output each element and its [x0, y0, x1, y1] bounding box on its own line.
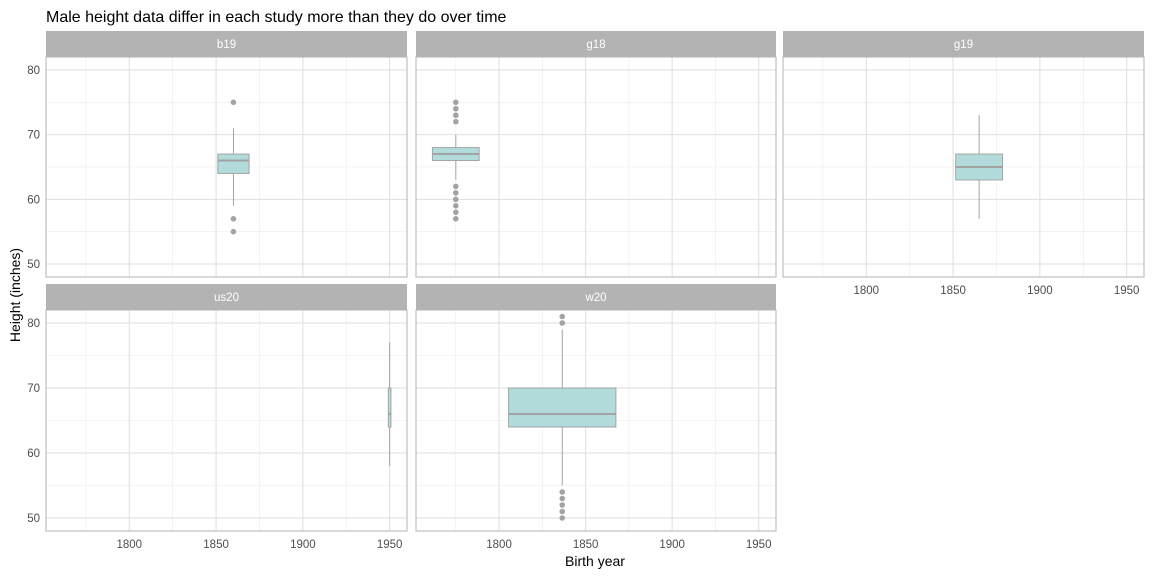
x-axis-title: Birth year	[565, 553, 625, 569]
outlier-point	[453, 105, 459, 112]
x-tick-label: 1850	[573, 539, 599, 551]
outlier-point	[453, 190, 459, 196]
y-axis-title: Height (inches)	[7, 248, 23, 342]
outlier-point	[559, 515, 566, 521]
outlier-point	[453, 99, 459, 106]
facet-strip-label: b19	[217, 39, 236, 51]
outlier-point	[559, 495, 566, 502]
facet-strip	[783, 31, 1144, 57]
panel-border	[415, 309, 777, 532]
x-tick-label: 1850	[203, 539, 229, 551]
x-tick-label: 1800	[854, 285, 880, 297]
y-tick-label: 70	[27, 383, 40, 395]
x-tick-label: 1900	[659, 539, 685, 551]
facet-strip-label: g19	[954, 39, 973, 51]
panel-border	[45, 309, 408, 532]
y-tick-label: 60	[27, 448, 40, 460]
panel-border	[45, 56, 408, 278]
facet-strip	[46, 284, 407, 310]
facet-strip	[46, 31, 407, 57]
facet-strip-label: g18	[586, 39, 605, 51]
outlier-point	[453, 118, 459, 125]
x-tick-label: 1800	[486, 539, 512, 551]
chart-title: Male height data differ in each study mo…	[46, 9, 507, 26]
y-tick-label: 50	[27, 259, 40, 271]
outlier-point	[559, 508, 566, 515]
panel-border	[782, 56, 1145, 278]
iqr-box	[217, 153, 250, 174]
outlier-point	[559, 489, 566, 495]
x-tick-label: 1950	[1114, 285, 1140, 297]
outlier-point	[559, 313, 566, 320]
facet-panel-w20: w20	[415, 284, 777, 532]
panel-border	[415, 56, 777, 278]
y-tick-label: 80	[27, 65, 40, 77]
facet-panel-us20: us20 50 60 70 80	[27, 284, 408, 532]
facet-strip	[416, 284, 776, 310]
outlier-point	[230, 228, 237, 235]
y-tick-label: 50	[27, 513, 40, 525]
x-tick-label: 1900	[290, 539, 316, 551]
y-tick-label: 80	[27, 318, 40, 330]
outlier-point	[453, 203, 459, 209]
facet-panel-g19: g19	[782, 31, 1145, 278]
x-tick-label: 1950	[746, 539, 772, 551]
outlier-point	[453, 209, 459, 216]
x-tick-label: 1900	[1027, 285, 1053, 297]
x-tick-label: 1950	[377, 539, 403, 551]
outlier-point	[230, 99, 237, 106]
y-tick-label: 70	[27, 130, 40, 142]
y-tick-label: 60	[27, 194, 40, 206]
facet-panel-b19: b19 50 60 70 80	[27, 31, 408, 278]
iqr-box	[508, 387, 617, 428]
outlier-point	[230, 215, 237, 222]
iqr-box	[387, 387, 392, 428]
x-tick-label: 1850	[940, 285, 966, 297]
outlier-point	[453, 196, 459, 203]
outlier-point	[559, 502, 566, 508]
outlier-point	[453, 215, 459, 222]
x-tick-label: 1800	[117, 539, 143, 551]
facet-strip-label: w20	[584, 292, 606, 304]
outlier-point	[453, 183, 459, 190]
facet-panels: b19 50 60 70 80 g18 g19 us20 50 60 70 80 w20 1800 1850…	[27, 31, 1145, 551]
facet-panel-g18: g18	[415, 31, 777, 278]
outlier-point	[453, 112, 459, 119]
facet-strip-label: us20	[214, 292, 239, 304]
facet-strip	[416, 31, 776, 57]
outlier-point	[559, 320, 566, 326]
